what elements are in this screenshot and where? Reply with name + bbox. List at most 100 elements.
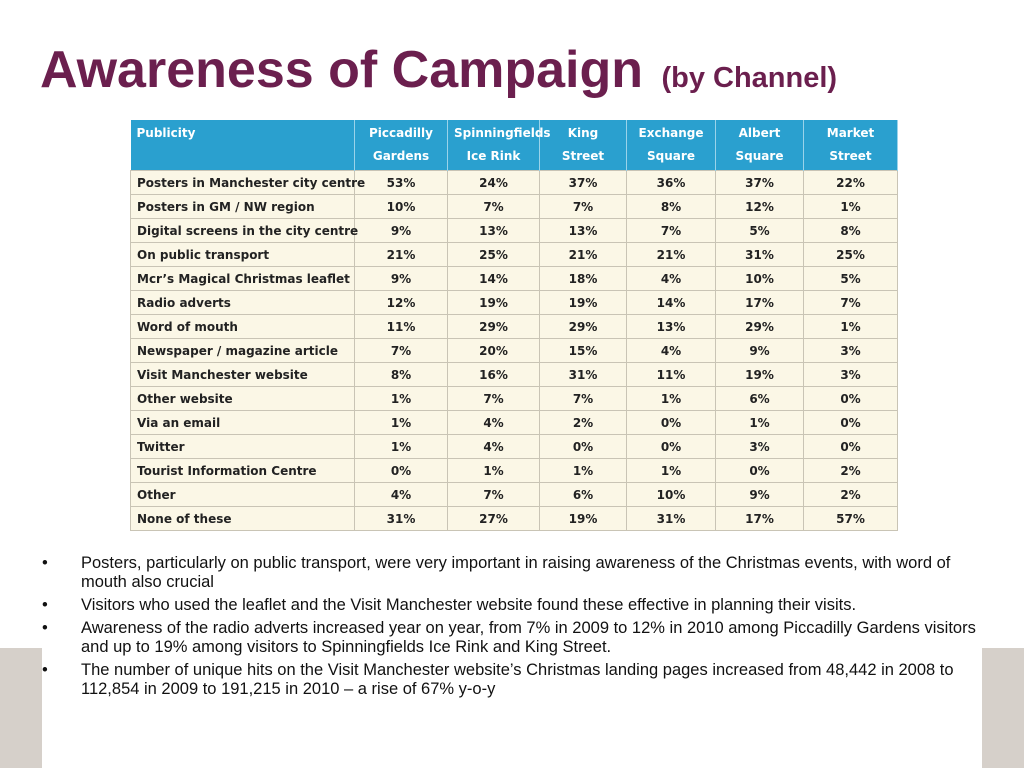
percent-cell: 9%: [354, 266, 448, 291]
table-row: Word of mouth 11% 29% 29% 13% 29% 1%: [130, 314, 898, 339]
percent-cell: 7%: [447, 386, 540, 411]
slide-title-main: Awareness of Campaign: [40, 41, 644, 99]
percent-cell: 53%: [354, 170, 448, 195]
percent-cell: 1%: [803, 314, 898, 339]
percent-cell: 9%: [715, 338, 804, 363]
percent-cell: 6%: [715, 386, 804, 411]
bullet-dot-icon: •: [42, 554, 48, 572]
table-header-row: Publicity Piccadilly Gardens Spinningfiel…: [130, 120, 898, 171]
percent-cell: 1%: [626, 386, 716, 411]
percent-cell: 0%: [715, 458, 804, 483]
percent-cell: 12%: [715, 194, 804, 219]
percent-cell: 25%: [447, 242, 540, 267]
percent-cell: 8%: [803, 218, 898, 243]
table-row: Posters in Manchester city centre 53% 24% 3…: [130, 170, 898, 195]
header-exchange-square: Exchange Square: [626, 120, 716, 171]
percent-cell: 22%: [803, 170, 898, 195]
table-row: Other 4% 7% 6% 10% 9% 2%: [130, 482, 898, 507]
bullet-dot-icon: •: [42, 661, 48, 679]
header-king-street: King Street: [539, 120, 627, 171]
percent-cell: 13%: [626, 314, 716, 339]
table-row: Visit Manchester website 8% 16% 31% 11% 19% 3%: [130, 362, 898, 387]
percent-cell: 0%: [803, 386, 898, 411]
percent-cell: 10%: [715, 266, 804, 291]
percent-cell: 31%: [539, 362, 627, 387]
table-row: None of these 31% 27% 19% 31% 17% 57%: [130, 506, 898, 531]
percent-cell: 2%: [803, 458, 898, 483]
percent-cell: 0%: [803, 434, 898, 459]
table-row: Tourist Information Centre 0% 1% 1% 1% 0% 2%: [130, 458, 898, 483]
row-label-cell: On public transport: [130, 242, 355, 267]
percent-cell: 14%: [626, 290, 716, 315]
bullet-item: • Posters, particularly on public transpo…: [40, 554, 990, 592]
percent-cell: 9%: [715, 482, 804, 507]
percent-cell: 19%: [539, 506, 627, 531]
row-label-cell: None of these: [130, 506, 355, 531]
bullet-item: • Awareness of the radio adverts increase…: [40, 619, 990, 657]
percent-cell: 24%: [447, 170, 540, 195]
bullet-dot-icon: •: [42, 619, 48, 637]
percent-cell: 7%: [539, 386, 627, 411]
percent-cell: 19%: [715, 362, 804, 387]
row-label-cell: Visit Manchester website: [130, 362, 355, 387]
percent-cell: 1%: [539, 458, 627, 483]
findings-list: • Posters, particularly on public transpo…: [40, 554, 990, 703]
percent-cell: 4%: [447, 434, 540, 459]
row-label-cell: Posters in Manchester city centre: [130, 170, 365, 195]
bullet-text: Posters, particularly on public transpor…: [81, 554, 951, 591]
percent-cell: 8%: [626, 194, 716, 219]
table-row: Other website 1% 7% 7% 1% 6% 0%: [130, 386, 898, 411]
percent-cell: 1%: [626, 458, 716, 483]
percent-cell: 27%: [447, 506, 540, 531]
percent-cell: 37%: [715, 170, 804, 195]
percent-cell: 7%: [354, 338, 448, 363]
percent-cell: 10%: [354, 194, 448, 219]
row-label-cell: Word of mouth: [130, 314, 355, 339]
percent-cell: 4%: [626, 266, 716, 291]
left-decor-bar: [0, 648, 42, 768]
percent-cell: 13%: [539, 218, 627, 243]
table-row: Posters in GM / NW region 10% 7% 7% 8% 12% 1%: [130, 194, 898, 219]
percent-cell: 0%: [626, 434, 716, 459]
right-decor-bar: [982, 648, 1024, 768]
header-spinningfields-ice-rink: Spinningfields Ice Rink: [447, 120, 551, 171]
percent-cell: 31%: [715, 242, 804, 267]
table-row: Mcr’s Magical Christmas leaflet 9% 14% 18% 4…: [130, 266, 898, 291]
row-label-cell: Other: [130, 482, 355, 507]
percent-cell: 36%: [626, 170, 716, 195]
percent-cell: 2%: [539, 410, 627, 435]
percent-cell: 3%: [803, 338, 898, 363]
row-label-cell: Other website: [130, 386, 355, 411]
publicity-table: Publicity Piccadilly Gardens Spinningfiel…: [130, 120, 898, 531]
percent-cell: 16%: [447, 362, 540, 387]
bullet-text: The number of unique hits on the Visit M…: [81, 661, 954, 698]
percent-cell: 6%: [539, 482, 627, 507]
percent-cell: 1%: [354, 434, 448, 459]
percent-cell: 0%: [626, 410, 716, 435]
percent-cell: 4%: [626, 338, 716, 363]
table-row: Newspaper / magazine article 7% 20% 15% 4% 9%…: [130, 338, 898, 363]
percent-cell: 10%: [626, 482, 716, 507]
percent-cell: 7%: [803, 290, 898, 315]
percent-cell: 1%: [354, 386, 448, 411]
percent-cell: 11%: [626, 362, 716, 387]
percent-cell: 0%: [354, 458, 448, 483]
percent-cell: 4%: [447, 410, 540, 435]
table-row: On public transport 21% 25% 21% 21% 31% 25%: [130, 242, 898, 267]
percent-cell: 13%: [447, 218, 540, 243]
percent-cell: 20%: [447, 338, 540, 363]
percent-cell: 3%: [715, 434, 804, 459]
percent-cell: 7%: [626, 218, 716, 243]
percent-cell: 9%: [354, 218, 448, 243]
header-publicity: Publicity: [130, 120, 355, 171]
row-label-cell: Twitter: [130, 434, 355, 459]
row-label-cell: Via an email: [130, 410, 355, 435]
percent-cell: 18%: [539, 266, 627, 291]
percent-cell: 29%: [539, 314, 627, 339]
percent-cell: 1%: [354, 410, 448, 435]
bullet-text: Visitors who used the leaflet and the Vi…: [81, 596, 857, 614]
row-label-cell: Mcr’s Magical Christmas leaflet: [130, 266, 355, 291]
header-market-street: Market Street: [803, 120, 898, 171]
slide-title-suffix: (by Channel): [661, 62, 838, 94]
percent-cell: 25%: [803, 242, 898, 267]
